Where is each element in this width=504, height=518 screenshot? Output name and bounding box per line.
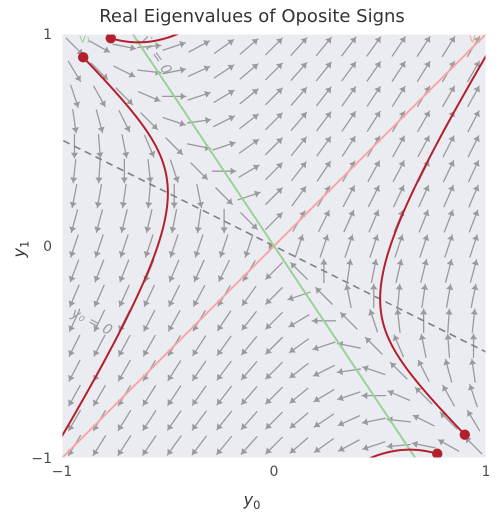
trajectory-curve: [0, 450, 437, 518]
xtick-labels: −1 0 1: [52, 464, 491, 480]
y-tick-label: 0: [43, 239, 52, 255]
x-tick-label: 0: [270, 464, 279, 480]
plot-area: ẏ₀ = 0ẏ₁ = 0 v₀v₁ −101 −101: [0, 0, 504, 518]
y-tick-label: −1: [31, 451, 52, 467]
x-tick-label: 1: [482, 464, 491, 480]
x-tick-label: −1: [52, 464, 73, 480]
y-tick-label: 1: [43, 27, 52, 43]
figure: Real Eigenvalues of Oposite Signs y1 y0 …: [0, 0, 504, 518]
ytick-labels: −1 0 1: [31, 27, 52, 467]
